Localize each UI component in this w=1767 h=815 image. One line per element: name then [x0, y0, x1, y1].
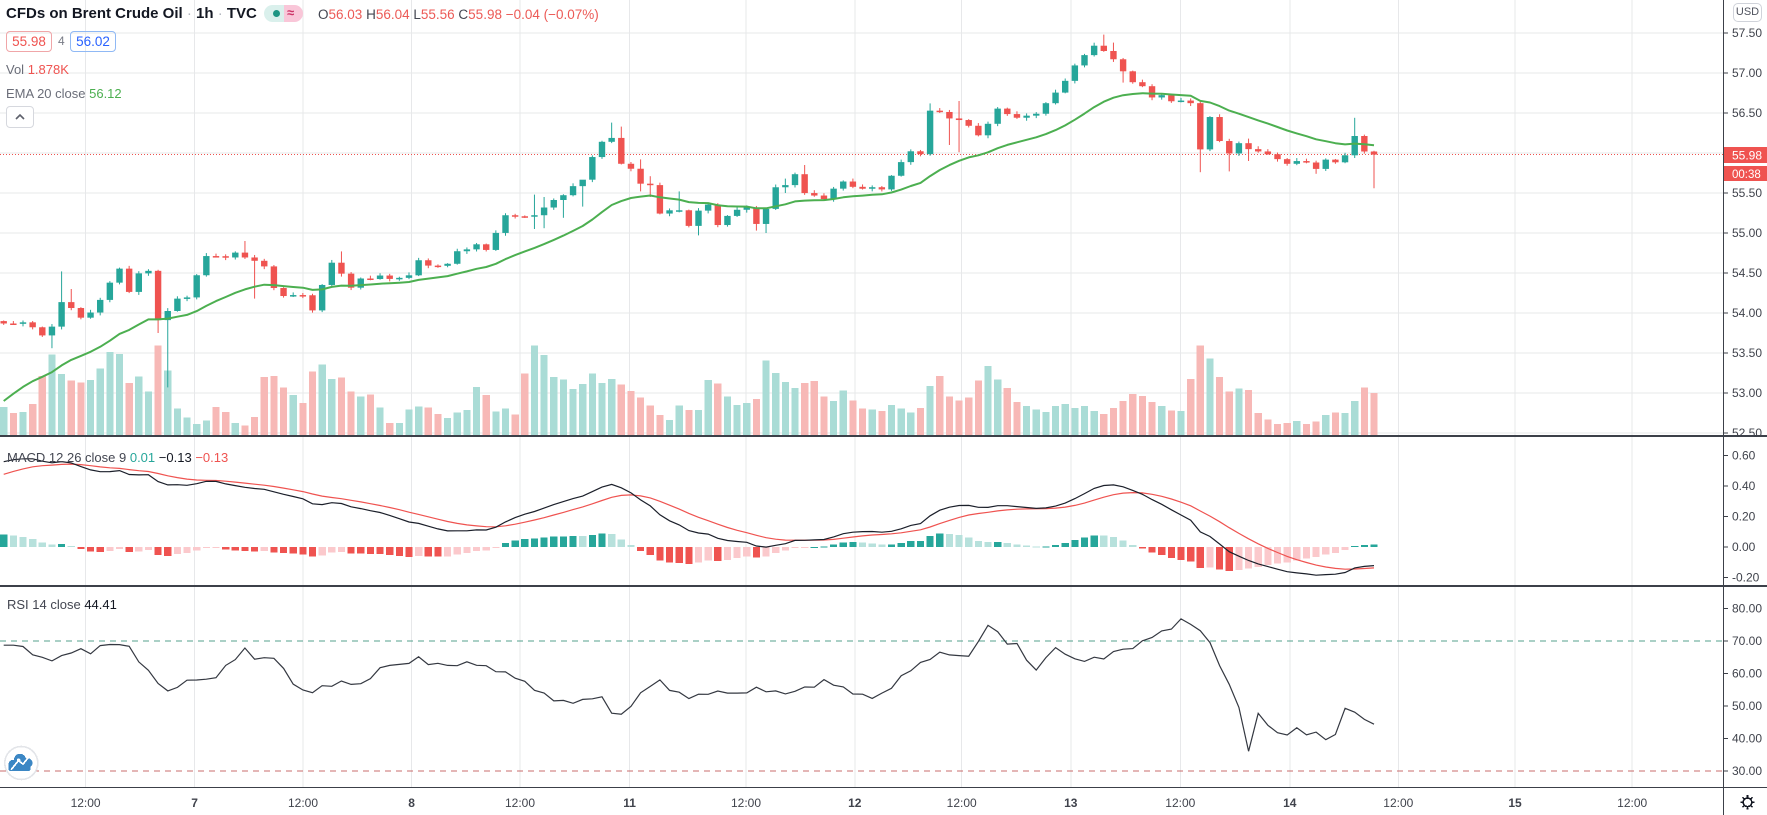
svg-text:55.00: 55.00: [1732, 226, 1762, 240]
svg-text:55.50: 55.50: [1732, 186, 1762, 200]
svg-text:54.00: 54.00: [1732, 306, 1762, 320]
svg-text:13: 13: [1064, 796, 1078, 810]
svg-text:50.00: 50.00: [1732, 699, 1762, 713]
svg-text:14: 14: [1283, 796, 1297, 810]
svg-text:12:00: 12:00: [731, 796, 761, 810]
svg-text:12:00: 12:00: [1165, 796, 1195, 810]
svg-text:0.60: 0.60: [1732, 449, 1756, 463]
svg-text:54.50: 54.50: [1732, 266, 1762, 280]
svg-text:0.20: 0.20: [1732, 510, 1756, 524]
svg-text:11: 11: [623, 796, 636, 810]
svg-text:12:00: 12:00: [1617, 796, 1647, 810]
svg-text:60.00: 60.00: [1732, 667, 1762, 681]
svg-text:00:38: 00:38: [1732, 169, 1761, 181]
svg-text:40.00: 40.00: [1732, 732, 1762, 746]
svg-text:12:00: 12:00: [1383, 796, 1413, 810]
svg-text:80.00: 80.00: [1732, 602, 1762, 616]
svg-text:12:00: 12:00: [288, 796, 318, 810]
svg-text:57.50: 57.50: [1732, 26, 1762, 40]
svg-text:30.00: 30.00: [1732, 764, 1762, 778]
svg-text:-0.20: -0.20: [1732, 571, 1760, 585]
svg-text:15: 15: [1508, 796, 1522, 810]
svg-text:53.00: 53.00: [1732, 386, 1762, 400]
svg-text:12:00: 12:00: [947, 796, 977, 810]
svg-text:8: 8: [408, 796, 415, 810]
svg-text:12: 12: [848, 796, 862, 810]
svg-text:0.00: 0.00: [1732, 540, 1756, 554]
svg-text:52.50: 52.50: [1732, 426, 1762, 440]
svg-text:0.40: 0.40: [1732, 479, 1756, 493]
svg-text:53.50: 53.50: [1732, 346, 1762, 360]
svg-text:57.00: 57.00: [1732, 66, 1762, 80]
svg-text:56.50: 56.50: [1732, 106, 1762, 120]
svg-text:70.00: 70.00: [1732, 634, 1762, 648]
svg-text:12:00: 12:00: [505, 796, 535, 810]
svg-text:7: 7: [191, 796, 198, 810]
svg-text:12:00: 12:00: [71, 796, 101, 810]
svg-text:55.98: 55.98: [1732, 149, 1762, 163]
